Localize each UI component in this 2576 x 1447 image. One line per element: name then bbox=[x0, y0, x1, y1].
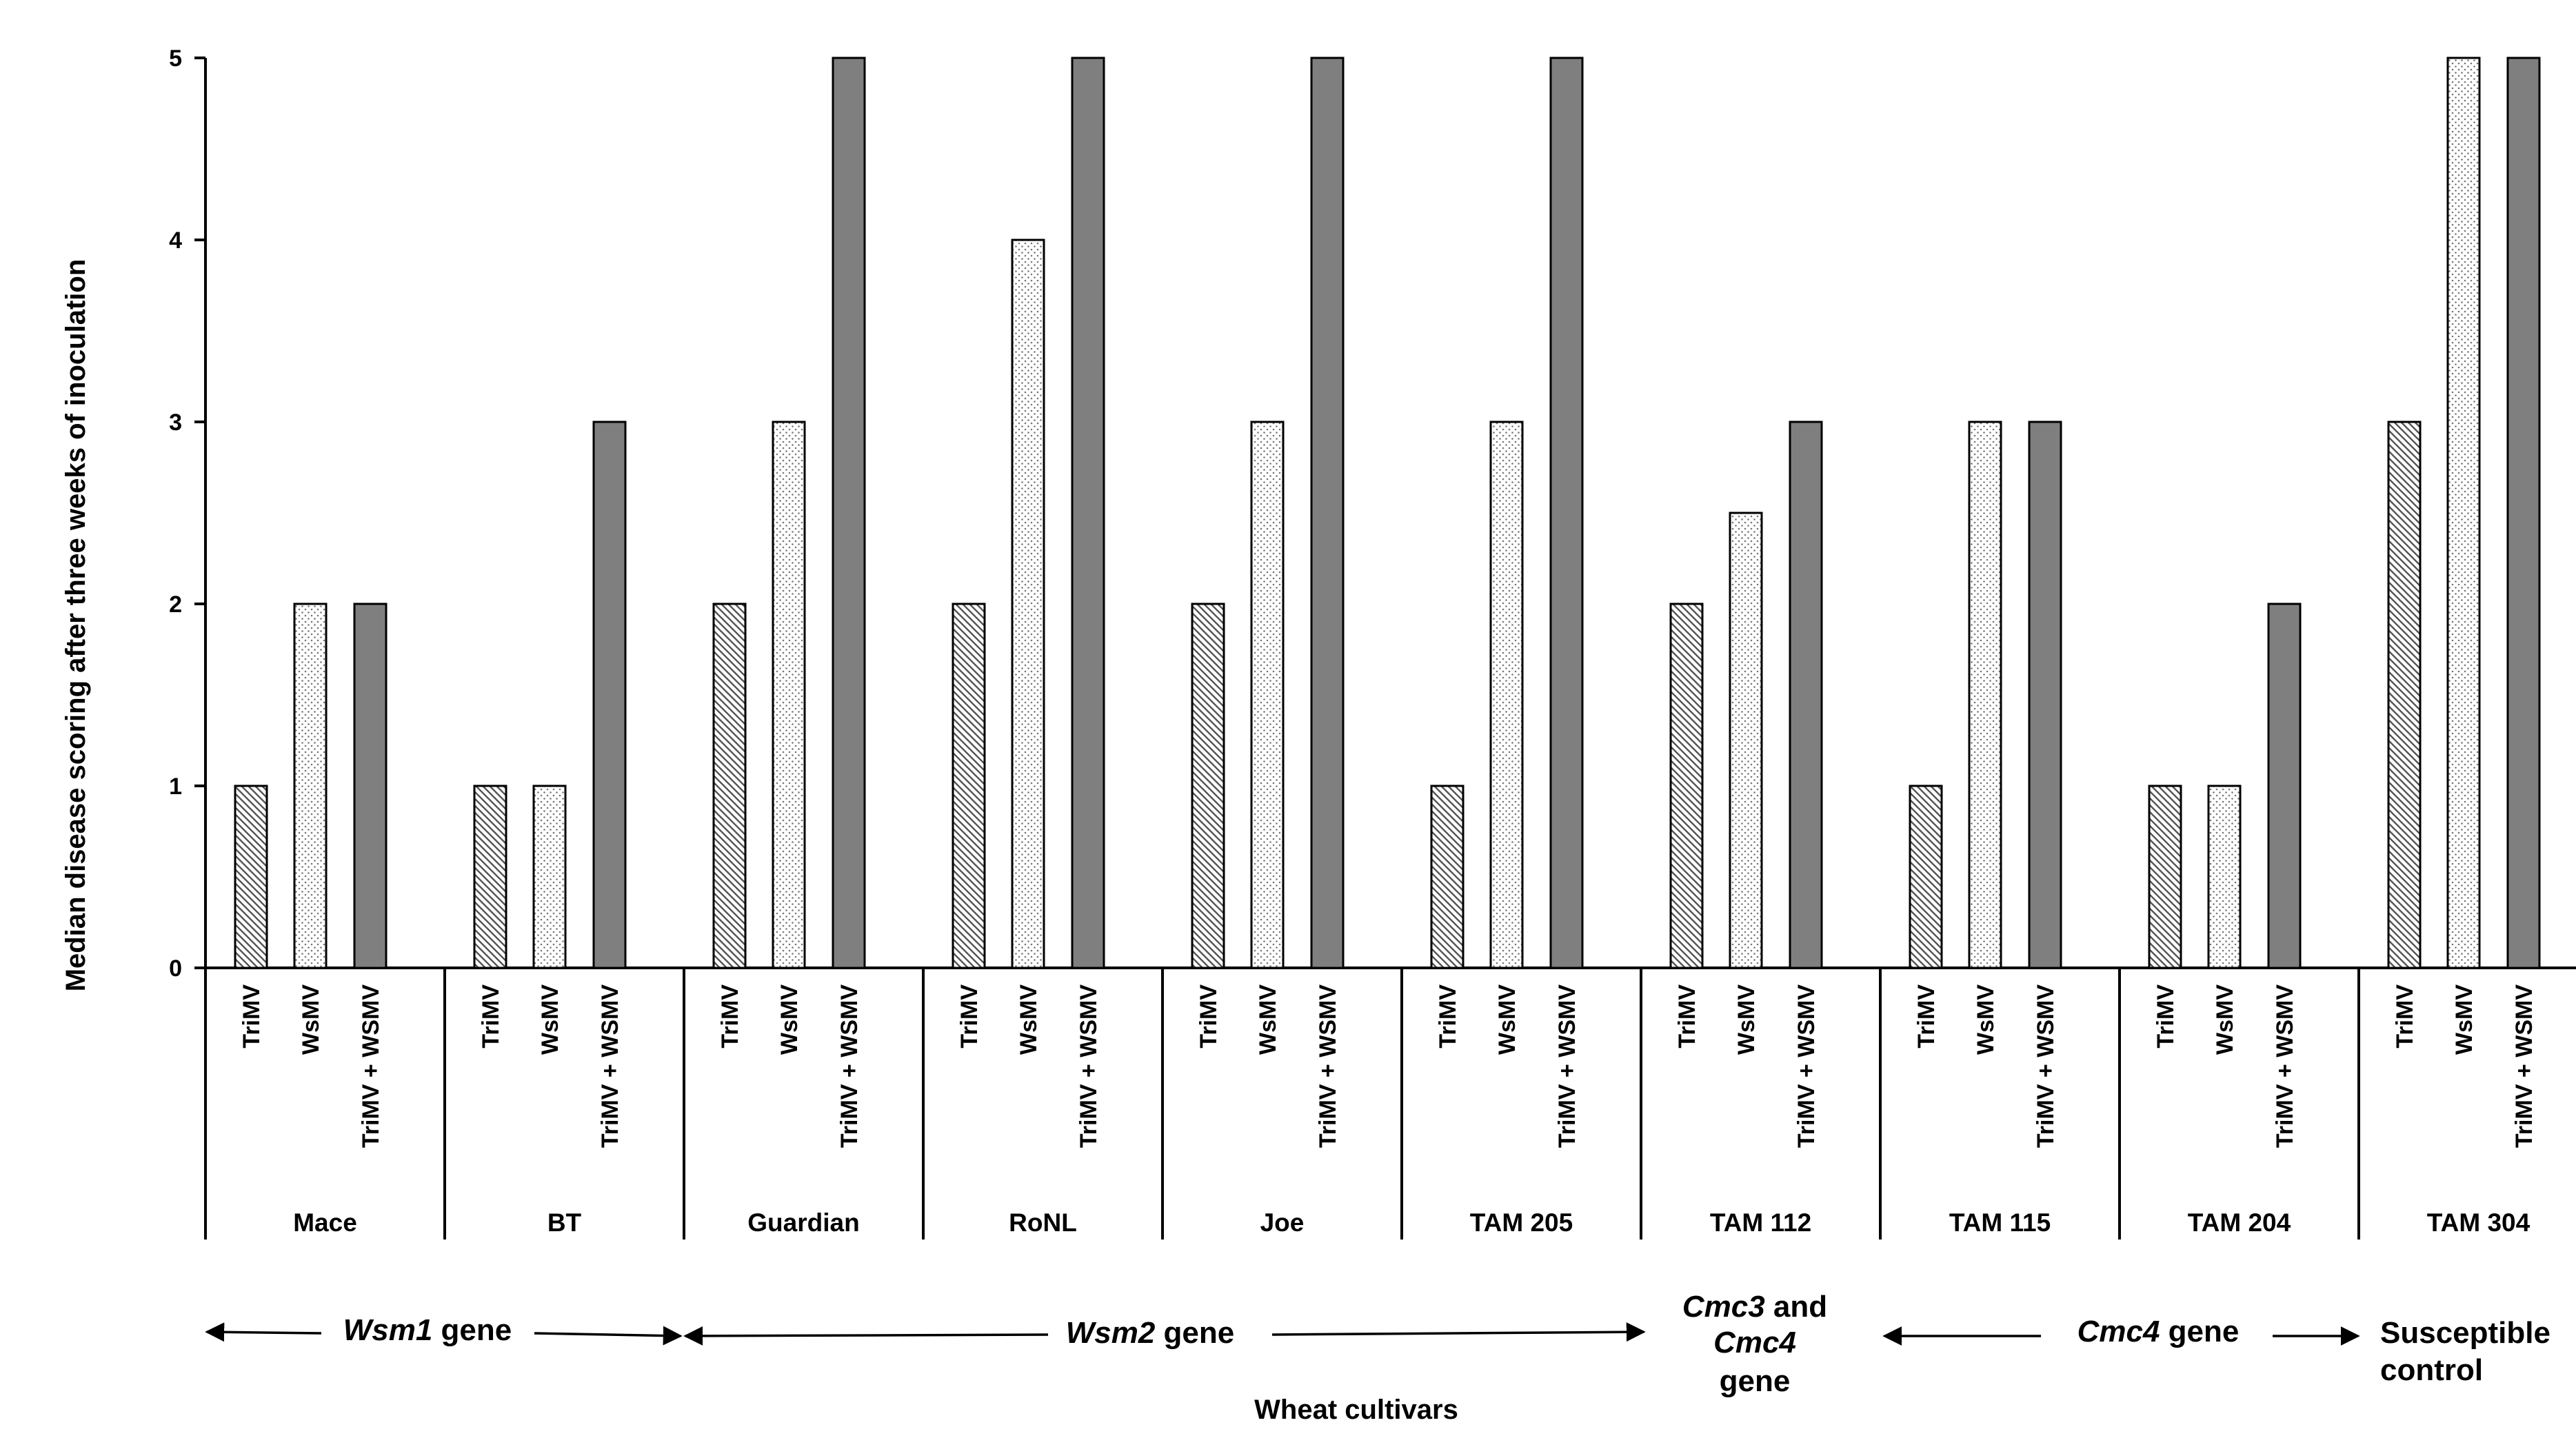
bar-label: TriMV + WSMV bbox=[2272, 984, 2298, 1148]
bar-trimv-tam-304 bbox=[2387, 421, 2422, 969]
bar-wsmv-joe bbox=[1250, 421, 1285, 969]
bar-label: TriMV bbox=[1674, 984, 1700, 1049]
bar-trimv-wsmv-tam-204 bbox=[2267, 603, 2302, 969]
bar-label: WsMV bbox=[1255, 984, 1281, 1055]
bar-label: TriMV bbox=[717, 984, 743, 1049]
bar-trimv-bt bbox=[473, 785, 507, 969]
cultivar-label: TAM 115 bbox=[1949, 1208, 2051, 1237]
bar-label: TriMV + WSMV bbox=[1793, 984, 1820, 1148]
bar-label: TriMV bbox=[478, 984, 504, 1049]
bar-wsmv-tam-204 bbox=[2207, 785, 2242, 969]
gene-label: Susceptible bbox=[2380, 1316, 2550, 1350]
bar-label: TriMV bbox=[1913, 984, 1940, 1049]
bar-label: TriMV bbox=[1196, 984, 1222, 1049]
bar-label: WsMV bbox=[2212, 984, 2238, 1055]
bar-wsmv-tam-205 bbox=[1489, 421, 1524, 969]
gene-label: Cmc3 and bbox=[1682, 1290, 1827, 1324]
bar-trimv-wsmv-tam-112 bbox=[1789, 421, 1823, 969]
bar-trimv-ronl bbox=[952, 603, 986, 969]
cultivar-label: TAM 205 bbox=[1470, 1208, 1573, 1237]
bar-label: WsMV bbox=[1494, 984, 1520, 1055]
bar-wsmv-mace bbox=[293, 603, 328, 969]
gene-arrow bbox=[683, 1326, 1049, 1346]
bar-label: WsMV bbox=[776, 984, 803, 1055]
bar-trimv-tam-112 bbox=[1669, 603, 1704, 969]
cultivar-label: TAM 204 bbox=[2188, 1208, 2291, 1237]
gene-label: Cmc4 bbox=[1713, 1326, 1796, 1359]
y-tick-label: 3 bbox=[169, 409, 182, 436]
bar-trimv-wsmv-mace bbox=[353, 603, 388, 969]
bar-label: WsMV bbox=[298, 984, 324, 1055]
x-axis-title: Wheat cultivars bbox=[1254, 1395, 1458, 1425]
y-axis-title: Median disease scoring after three weeks… bbox=[61, 259, 91, 992]
cultivar-label: RoNL bbox=[1009, 1208, 1077, 1237]
bar-trimv-guardian bbox=[712, 603, 747, 969]
bar-trimv-tam-205 bbox=[1430, 785, 1465, 969]
gene-label: Wsm1 gene bbox=[343, 1313, 512, 1347]
bar-trimv-mace bbox=[234, 785, 268, 969]
bar-wsmv-bt bbox=[532, 785, 567, 969]
bar-label: WsMV bbox=[537, 984, 563, 1055]
gene-label: control bbox=[2380, 1353, 2483, 1387]
cultivar-label: Mace bbox=[293, 1208, 357, 1237]
cultivar-label: Joe bbox=[1260, 1208, 1305, 1237]
gene-arrow bbox=[534, 1326, 683, 1346]
bar-label: TriMV bbox=[956, 984, 983, 1049]
gene-arrow bbox=[1271, 1322, 1646, 1342]
cultivar-label: TAM 112 bbox=[1710, 1208, 1811, 1237]
cultivar-label: Guardian bbox=[747, 1208, 859, 1237]
y-tick-label: 1 bbox=[169, 773, 182, 800]
bar-label: TriMV + WSMV bbox=[2511, 984, 2537, 1148]
bar-label: TriMV bbox=[1435, 984, 1461, 1049]
bar-label: TriMV + WSMV bbox=[2033, 984, 2059, 1148]
bar-wsmv-tam-115 bbox=[1968, 421, 2002, 969]
gene-arrow bbox=[205, 1322, 322, 1342]
bar-label: TriMV + WSMV bbox=[836, 984, 863, 1148]
bar-trimv-tam-115 bbox=[1909, 785, 1943, 969]
bar-trimv-wsmv-tam-205 bbox=[1549, 57, 1584, 969]
gene-label: gene bbox=[1720, 1364, 1791, 1398]
bar-trimv-wsmv-tam-304 bbox=[2506, 57, 2541, 969]
cultivar-label: BT bbox=[547, 1208, 582, 1237]
bar-trimv-wsmv-guardian bbox=[832, 57, 866, 969]
y-tick-label: 2 bbox=[169, 591, 182, 618]
bar-wsmv-guardian bbox=[772, 421, 806, 969]
y-tick-label: 5 bbox=[169, 45, 182, 72]
bar-wsmv-tam-112 bbox=[1729, 512, 1763, 969]
bar-label: WsMV bbox=[1733, 984, 1760, 1055]
bar-wsmv-ronl bbox=[1011, 239, 1045, 969]
axes-group: 0 1 2 3 4 5 bbox=[169, 45, 2576, 1239]
bar-trimv-wsmv-ronl bbox=[1071, 57, 1105, 969]
y-tick-label: 0 bbox=[169, 955, 182, 982]
bar-label: TriMV bbox=[2153, 984, 2179, 1049]
bar-trimv-wsmv-tam-115 bbox=[2028, 421, 2062, 969]
bar-label: TriMV + WSMV bbox=[1554, 984, 1580, 1148]
bar-label: WsMV bbox=[1973, 984, 1999, 1055]
bar-label: TriMV bbox=[239, 984, 265, 1049]
bar-trimv-wsmv-joe bbox=[1310, 57, 1345, 969]
gene-label: Cmc4 gene bbox=[2077, 1315, 2240, 1348]
bars-group bbox=[234, 57, 2541, 969]
bar-label: WsMV bbox=[2451, 984, 2477, 1055]
bar-label: TriMV + WSMV bbox=[1315, 984, 1341, 1148]
cultivar-label: TAM 304 bbox=[2427, 1208, 2530, 1237]
bar-trimv-tam-204 bbox=[2148, 785, 2182, 969]
bar-trimv-joe bbox=[1191, 603, 1225, 969]
x-labels-group: TriMV WsMV TriMV + WSMV Mace TriMV WsMV TriMV … bbox=[239, 984, 2537, 1237]
y-tick-label: 4 bbox=[169, 227, 182, 254]
bar-label: WsMV bbox=[1016, 984, 1042, 1055]
gene-label: Wsm2 gene bbox=[1066, 1316, 1235, 1350]
bar-label: TriMV + WSMV bbox=[358, 984, 384, 1148]
bar-label: TriMV + WSMV bbox=[1076, 984, 1102, 1148]
bar-wsmv-tam-304 bbox=[2446, 57, 2481, 969]
bar-label: TriMV bbox=[2392, 984, 2418, 1049]
bar-trimv-wsmv-bt bbox=[592, 421, 627, 969]
bar-label: TriMV + WSMV bbox=[597, 984, 623, 1148]
